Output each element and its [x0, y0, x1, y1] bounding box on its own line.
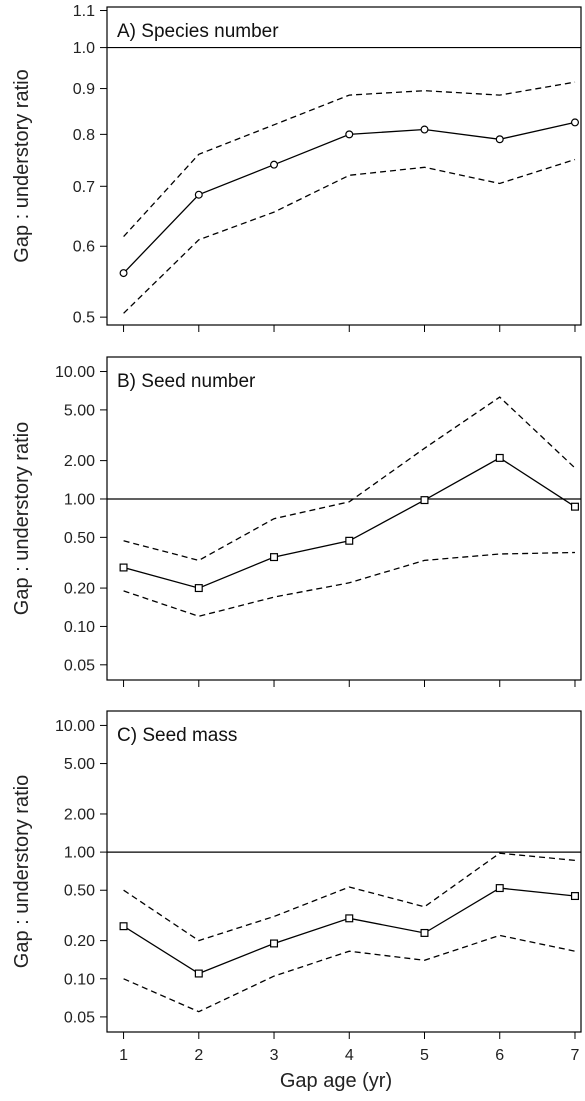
panel-b-data-point [194, 584, 203, 593]
panel-c-lower-line [123, 934, 576, 1013]
panel-a-y-tick-label: 0.6 [73, 239, 95, 256]
panel-a-data-point [194, 190, 203, 199]
panel-b-y-tick-label: 0.10 [64, 619, 95, 636]
panel-b-data-point [420, 496, 429, 505]
panel-c-y-tick-label: 5.00 [64, 756, 95, 773]
panel-c-x-tick-label: 4 [345, 1047, 354, 1064]
panel-c-title: C) Seed mass [117, 725, 237, 746]
panel-b-estimate-line [123, 457, 576, 589]
panel-a-estimate-line [123, 121, 576, 274]
panel-b-data-point [119, 563, 128, 572]
panel-b-data-point [570, 502, 579, 511]
panel-a-frame [106, 6, 582, 326]
panel-c-frame [106, 710, 582, 1033]
panel-c-upper-line [123, 852, 576, 942]
panel-c-y-axis-label: Gap : understory ratio [11, 775, 33, 968]
panel-b-frame [106, 356, 582, 681]
panel-b-data-point [495, 453, 504, 462]
panel-b-title: B) Seed number [117, 371, 256, 392]
panel-c-data-point [119, 922, 128, 931]
panel-c-x-tick-label: 2 [194, 1047, 203, 1064]
panel-b-y-tick-label: 10.00 [55, 364, 95, 381]
panel-a-data-point [495, 135, 504, 144]
panel-a-y-tick-label: 0.8 [73, 127, 95, 144]
panel-c-estimate-line [123, 887, 576, 975]
panel-c-y-tick-label: 0.05 [64, 1009, 95, 1026]
panel-a-data-point [270, 160, 279, 169]
panel-b-y-tick-label: 5.00 [64, 402, 95, 419]
panel-c-y-tick-label: 10.00 [55, 718, 95, 735]
panel-c-data-point [570, 892, 579, 901]
panel-b-y-tick-label: 0.20 [64, 581, 95, 598]
panel-c-data-point [194, 969, 203, 978]
panel-a-upper-line [123, 81, 576, 238]
panel-c-y-tick-label: 2.00 [64, 806, 95, 823]
panel-b-y-tick-label: 2.00 [64, 453, 95, 470]
panel-a-y-tick-label: 1.1 [73, 3, 95, 20]
panel-c-x-tick-label: 7 [571, 1047, 580, 1064]
panel-c-data-point [495, 884, 504, 893]
panel-c-y-tick-label: 1.00 [64, 845, 95, 862]
panel-a-y-axis-label: Gap : understory ratio [11, 69, 33, 262]
panel-a-y-tick-label: 0.5 [73, 310, 95, 327]
panel-c-x-tick-label: 3 [270, 1047, 279, 1064]
panel-a-y-tick-label: 1.0 [73, 40, 95, 57]
panel-a-data-point [570, 118, 579, 127]
panel-b-y-axis-label: Gap : understory ratio [11, 422, 33, 615]
panel-a-y-tick-label: 0.7 [73, 179, 95, 196]
panel-b-y-tick-label: 1.00 [64, 491, 95, 508]
panel-b-data-point [345, 536, 354, 545]
panel-a-lower-line [123, 158, 576, 314]
panel-c-y-tick-label: 0.50 [64, 883, 95, 900]
panel-a-y-tick-label: 0.9 [73, 81, 95, 98]
panel-b-lower-line [123, 551, 576, 617]
panel-a-data-point [345, 130, 354, 139]
panel-b-data-point [270, 553, 279, 562]
panel-c-data-point [420, 928, 429, 937]
panel-c-y-tick-label: 0.20 [64, 933, 95, 950]
panel-a-data-point [420, 125, 429, 134]
panel-c-data-point [345, 914, 354, 923]
panel-c-x-axis-label: Gap age (yr) [280, 1070, 392, 1092]
panel-c-x-tick-label: 6 [495, 1047, 504, 1064]
panel-b-y-tick-label: 0.50 [64, 530, 95, 547]
panel-c-x-tick-label: 1 [119, 1047, 128, 1064]
panel-a-data-point [119, 269, 128, 278]
panel-c-x-tick-label: 5 [420, 1047, 429, 1064]
panel-b-y-tick-label: 0.05 [64, 657, 95, 674]
panel-c-y-tick-label: 0.10 [64, 971, 95, 988]
panel-c-data-point [270, 939, 279, 948]
panel-b-upper-line [123, 396, 576, 562]
panel-a-title: A) Species number [117, 21, 279, 42]
